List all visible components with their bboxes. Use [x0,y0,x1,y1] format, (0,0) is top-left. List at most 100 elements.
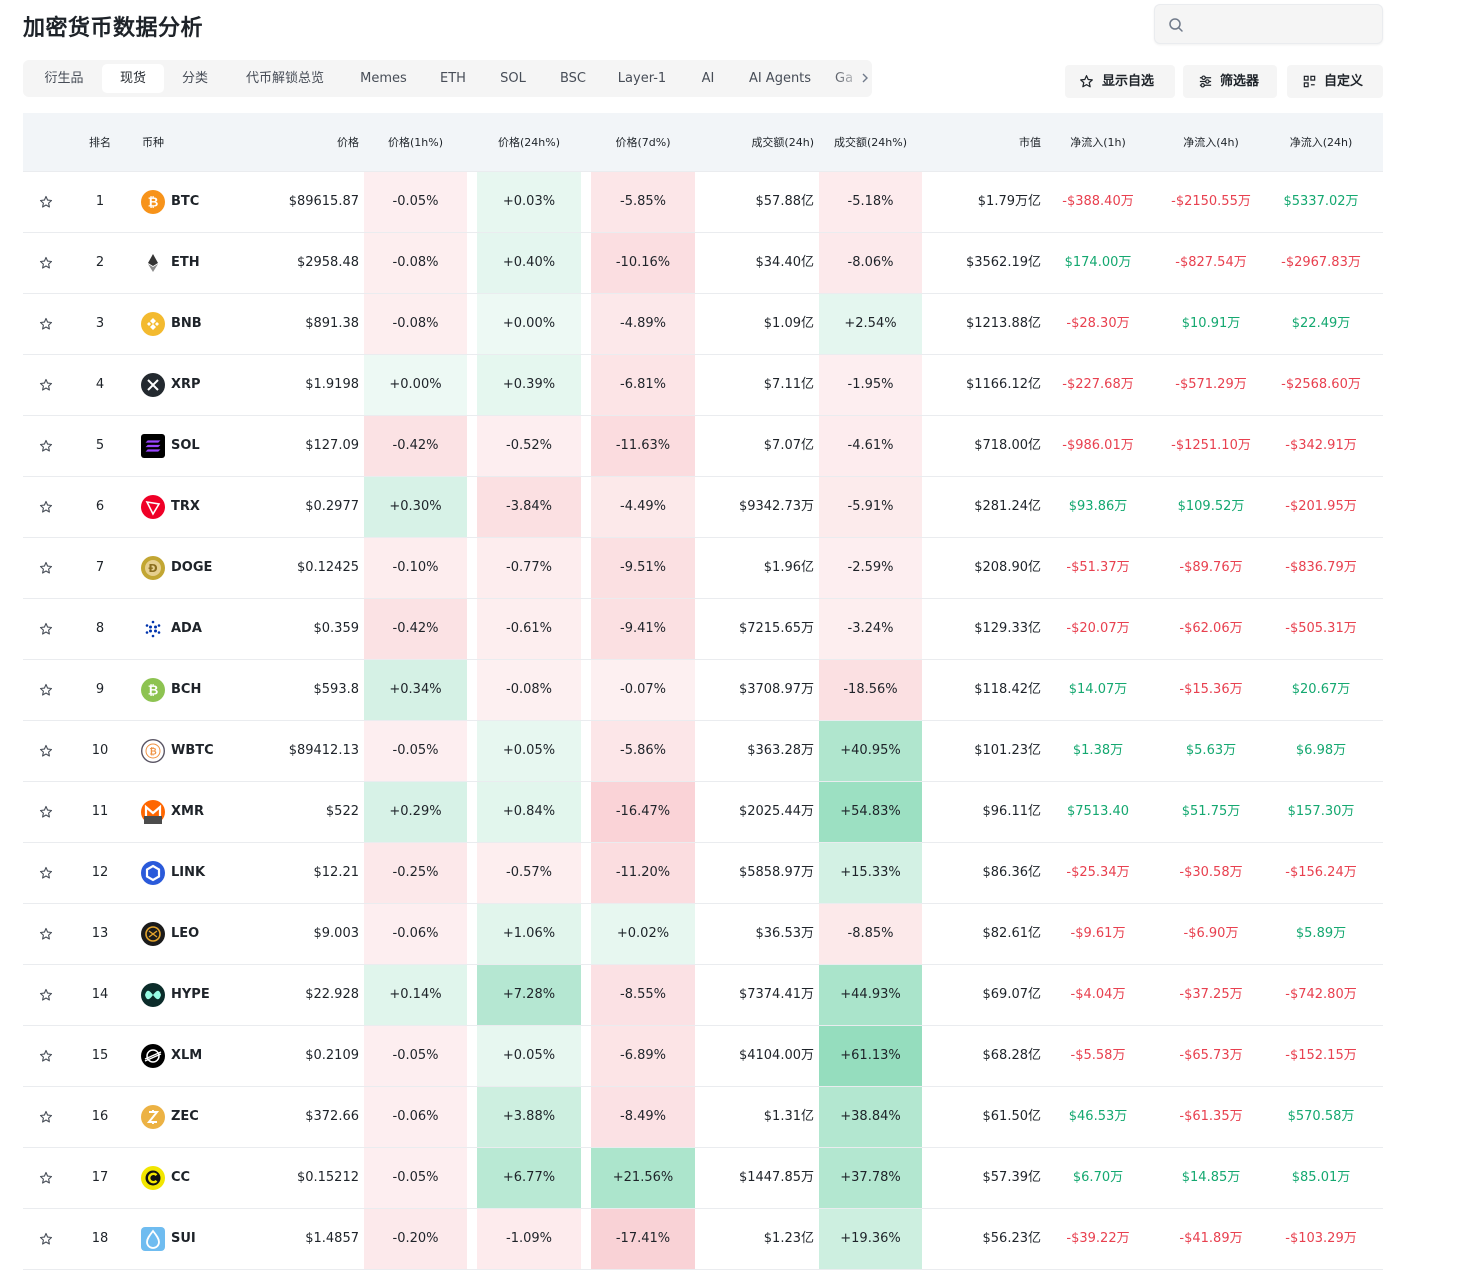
col-header-price[interactable]: 价格 [337,136,359,149]
rank-cell: 3 [95,316,105,331]
star-icon[interactable] [39,195,53,209]
price-24h-cell: -0.77% [506,560,552,575]
table-row[interactable]: 10 ₿ WBTC $89412.13 -0.05% +0.05% -5.86% $363.2… [23,721,1383,782]
price-1h-cell: -0.20% [392,1231,439,1246]
star-icon[interactable] [39,927,53,941]
coin-symbol[interactable]: SUI [171,1231,196,1246]
coin-symbol[interactable]: LEO [171,926,200,941]
coin-symbol[interactable]: XLM [171,1048,203,1063]
tab-derivatives[interactable]: 衍生品 [44,71,84,86]
star-icon[interactable] [39,1110,53,1124]
star-icon[interactable] [39,1171,53,1185]
table-row[interactable]: 6 TRX $0.2977 +0.30% -3.84% -4.49% $9342.73万 -5… [23,477,1383,538]
search-box[interactable] [1154,4,1383,44]
star-icon[interactable] [39,500,53,514]
inflow-24h-cell: -$156.24万 [1285,865,1357,880]
table-row[interactable]: 7 Ð DOGE $0.12425 -0.10% -0.77% -9.51% $1.96亿 -2… [23,538,1383,599]
col-header-volume-24h[interactable]: 成交额(24h) [751,136,814,149]
tab-token-unlocks[interactable]: 代币解锁总览 [245,71,324,86]
tab-layer1[interactable]: Layer-1 [617,71,667,86]
coin-symbol[interactable]: BCH [171,682,202,697]
table-row[interactable]: 9 ₿ BCH $593.8 +0.34% -0.08% -0.07% $3708.97万 -1… [23,660,1383,721]
price-7d-cell: -4.49% [620,499,666,514]
show-watchlist-button[interactable]: 显示自选 [1065,65,1175,98]
col-header-price-24h[interactable]: 价格(24h%) [497,136,560,149]
coin-symbol[interactable]: CC [171,1170,191,1185]
col-header-market-cap[interactable]: 市值 [1019,136,1041,149]
col-header-rank[interactable]: 排名 [89,136,111,149]
price-1h-cell: -0.10% [392,560,439,575]
col-header-coin[interactable]: 币种 [142,136,164,149]
coin-symbol[interactable]: ZEC [171,1109,199,1124]
star-icon[interactable] [39,805,53,819]
star-icon[interactable] [39,1049,53,1063]
price-24h-cell-bg [477,660,581,720]
col-header-inflow-1h[interactable]: 净流入(1h) [1070,136,1126,149]
price-24h-cell: -0.57% [506,865,552,880]
table-row[interactable]: 8 ADA $0.359 -0.42% -0.61% -9.41% $7215.65万 -3.… [23,599,1383,660]
star-icon[interactable] [39,683,53,697]
customize-label: 自定义 [1324,74,1364,89]
coin-symbol[interactable]: XMR [171,804,204,819]
price-7d-cell: -5.86% [620,743,666,758]
bitcoin-cash-icon: ₿ [141,678,165,702]
col-header-inflow-24h[interactable]: 净流入(24h) [1289,136,1353,149]
tab-ai-agents[interactable]: AI Agents [748,71,812,86]
table-row[interactable]: 11 XMR $522 +0.29% +0.84% -16.47% $2025.44万 +54… [23,782,1383,843]
star-icon[interactable] [39,378,53,392]
table-row[interactable]: 16 ZEC $372.66 -0.06% +3.88% -8.49% $1.31亿 +38.… [23,1087,1383,1148]
category-tabs: 衍生品 现货 分类 代币解锁总览 Memes ETH SOL BSC Layer… [23,60,872,97]
table-row[interactable]: 12 LINK $12.21 -0.25% -0.57% -11.20% $5858.97万… [23,843,1383,904]
star-icon[interactable] [39,256,53,270]
price-7d-cell-bg [591,721,695,781]
table-row[interactable]: 15 XLM $0.2109 -0.05% +0.05% -6.89% $4104.00万 +… [23,1026,1383,1087]
col-header-price-1h[interactable]: 价格(1h%) [387,136,443,149]
coin-symbol[interactable]: HYPE [171,987,210,1002]
customize-button[interactable]: 自定义 [1287,65,1383,98]
chevron-right-icon[interactable] [860,72,870,84]
tab-sol[interactable]: SOL [500,71,526,86]
table-row[interactable]: 13 LEO $9.003 -0.06% +1.06% +0.02% $36.53万 -8.8… [23,904,1383,965]
coin-symbol[interactable]: WBTC [171,743,214,758]
table-row[interactable]: 14 HYPE $22.928 +0.14% +7.28% -8.55% $7374.41万… [23,965,1383,1026]
coin-symbol[interactable]: BNB [171,316,202,331]
coin-symbol[interactable]: LINK [171,865,206,880]
grid-icon [1303,75,1316,88]
star-icon[interactable] [39,866,53,880]
table-row[interactable]: 18 SUI $1.4857 -0.20% -1.09% -17.41% $1.23亿 +19… [23,1209,1383,1270]
price-1h-cell: -0.06% [392,926,439,941]
tab-spot[interactable]: 现货 [102,64,164,93]
coin-symbol[interactable]: DOGE [171,560,213,575]
table-row[interactable]: 17 CC $0.15212 -0.05% +6.77% +21.56% $1447.85万… [23,1148,1383,1209]
table-row[interactable]: 3 BNB $891.38 -0.08% +0.00% -4.89% $1.09亿 +2.54… [23,294,1383,355]
star-icon[interactable] [39,317,53,331]
col-header-price-7d[interactable]: 价格(7d%) [615,136,671,149]
star-icon[interactable] [39,1232,53,1246]
coin-symbol[interactable]: SOL [171,438,200,453]
tab-bsc[interactable]: BSC [559,71,587,86]
star-icon[interactable] [39,622,53,636]
filter-label: 筛选器 [1220,74,1260,89]
table-row[interactable]: 5 SOL $127.09 -0.42% -0.52% -11.63% $7.07亿 -4.6… [23,416,1383,477]
star-icon[interactable] [39,561,53,575]
star-icon[interactable] [39,439,53,453]
search-input[interactable] [1191,13,1371,35]
table-row[interactable]: 1 ₿ BTC $89615.87 -0.05% +0.03% -5.85% $57.88亿 -… [23,172,1383,233]
rank-cell: 15 [91,1048,109,1063]
tab-ai[interactable]: AI [701,71,715,86]
star-icon[interactable] [39,988,53,1002]
filter-button[interactable]: 筛选器 [1183,65,1277,98]
coin-symbol[interactable]: ETH [171,255,200,270]
table-row[interactable]: 4 XRP $1.9198 +0.00% +0.39% -6.81% $7.11亿 -1.95… [23,355,1383,416]
col-header-inflow-4h[interactable]: 净流入(4h) [1183,136,1239,149]
table-row[interactable]: 2 ETH $2958.48 -0.08% +0.40% -10.16% $34.40亿 -8… [23,233,1383,294]
tab-eth[interactable]: ETH [440,71,466,86]
coin-symbol[interactable]: ADA [171,621,202,636]
col-header-volume-24h-pct[interactable]: 成交额(24h%) [833,136,907,149]
coin-symbol[interactable]: TRX [171,499,200,514]
tab-categories[interactable]: 分类 [181,71,208,86]
tab-memes[interactable]: Memes [360,71,407,86]
coin-symbol[interactable]: BTC [171,194,200,209]
coin-symbol[interactable]: XRP [171,377,201,392]
star-icon[interactable] [39,744,53,758]
